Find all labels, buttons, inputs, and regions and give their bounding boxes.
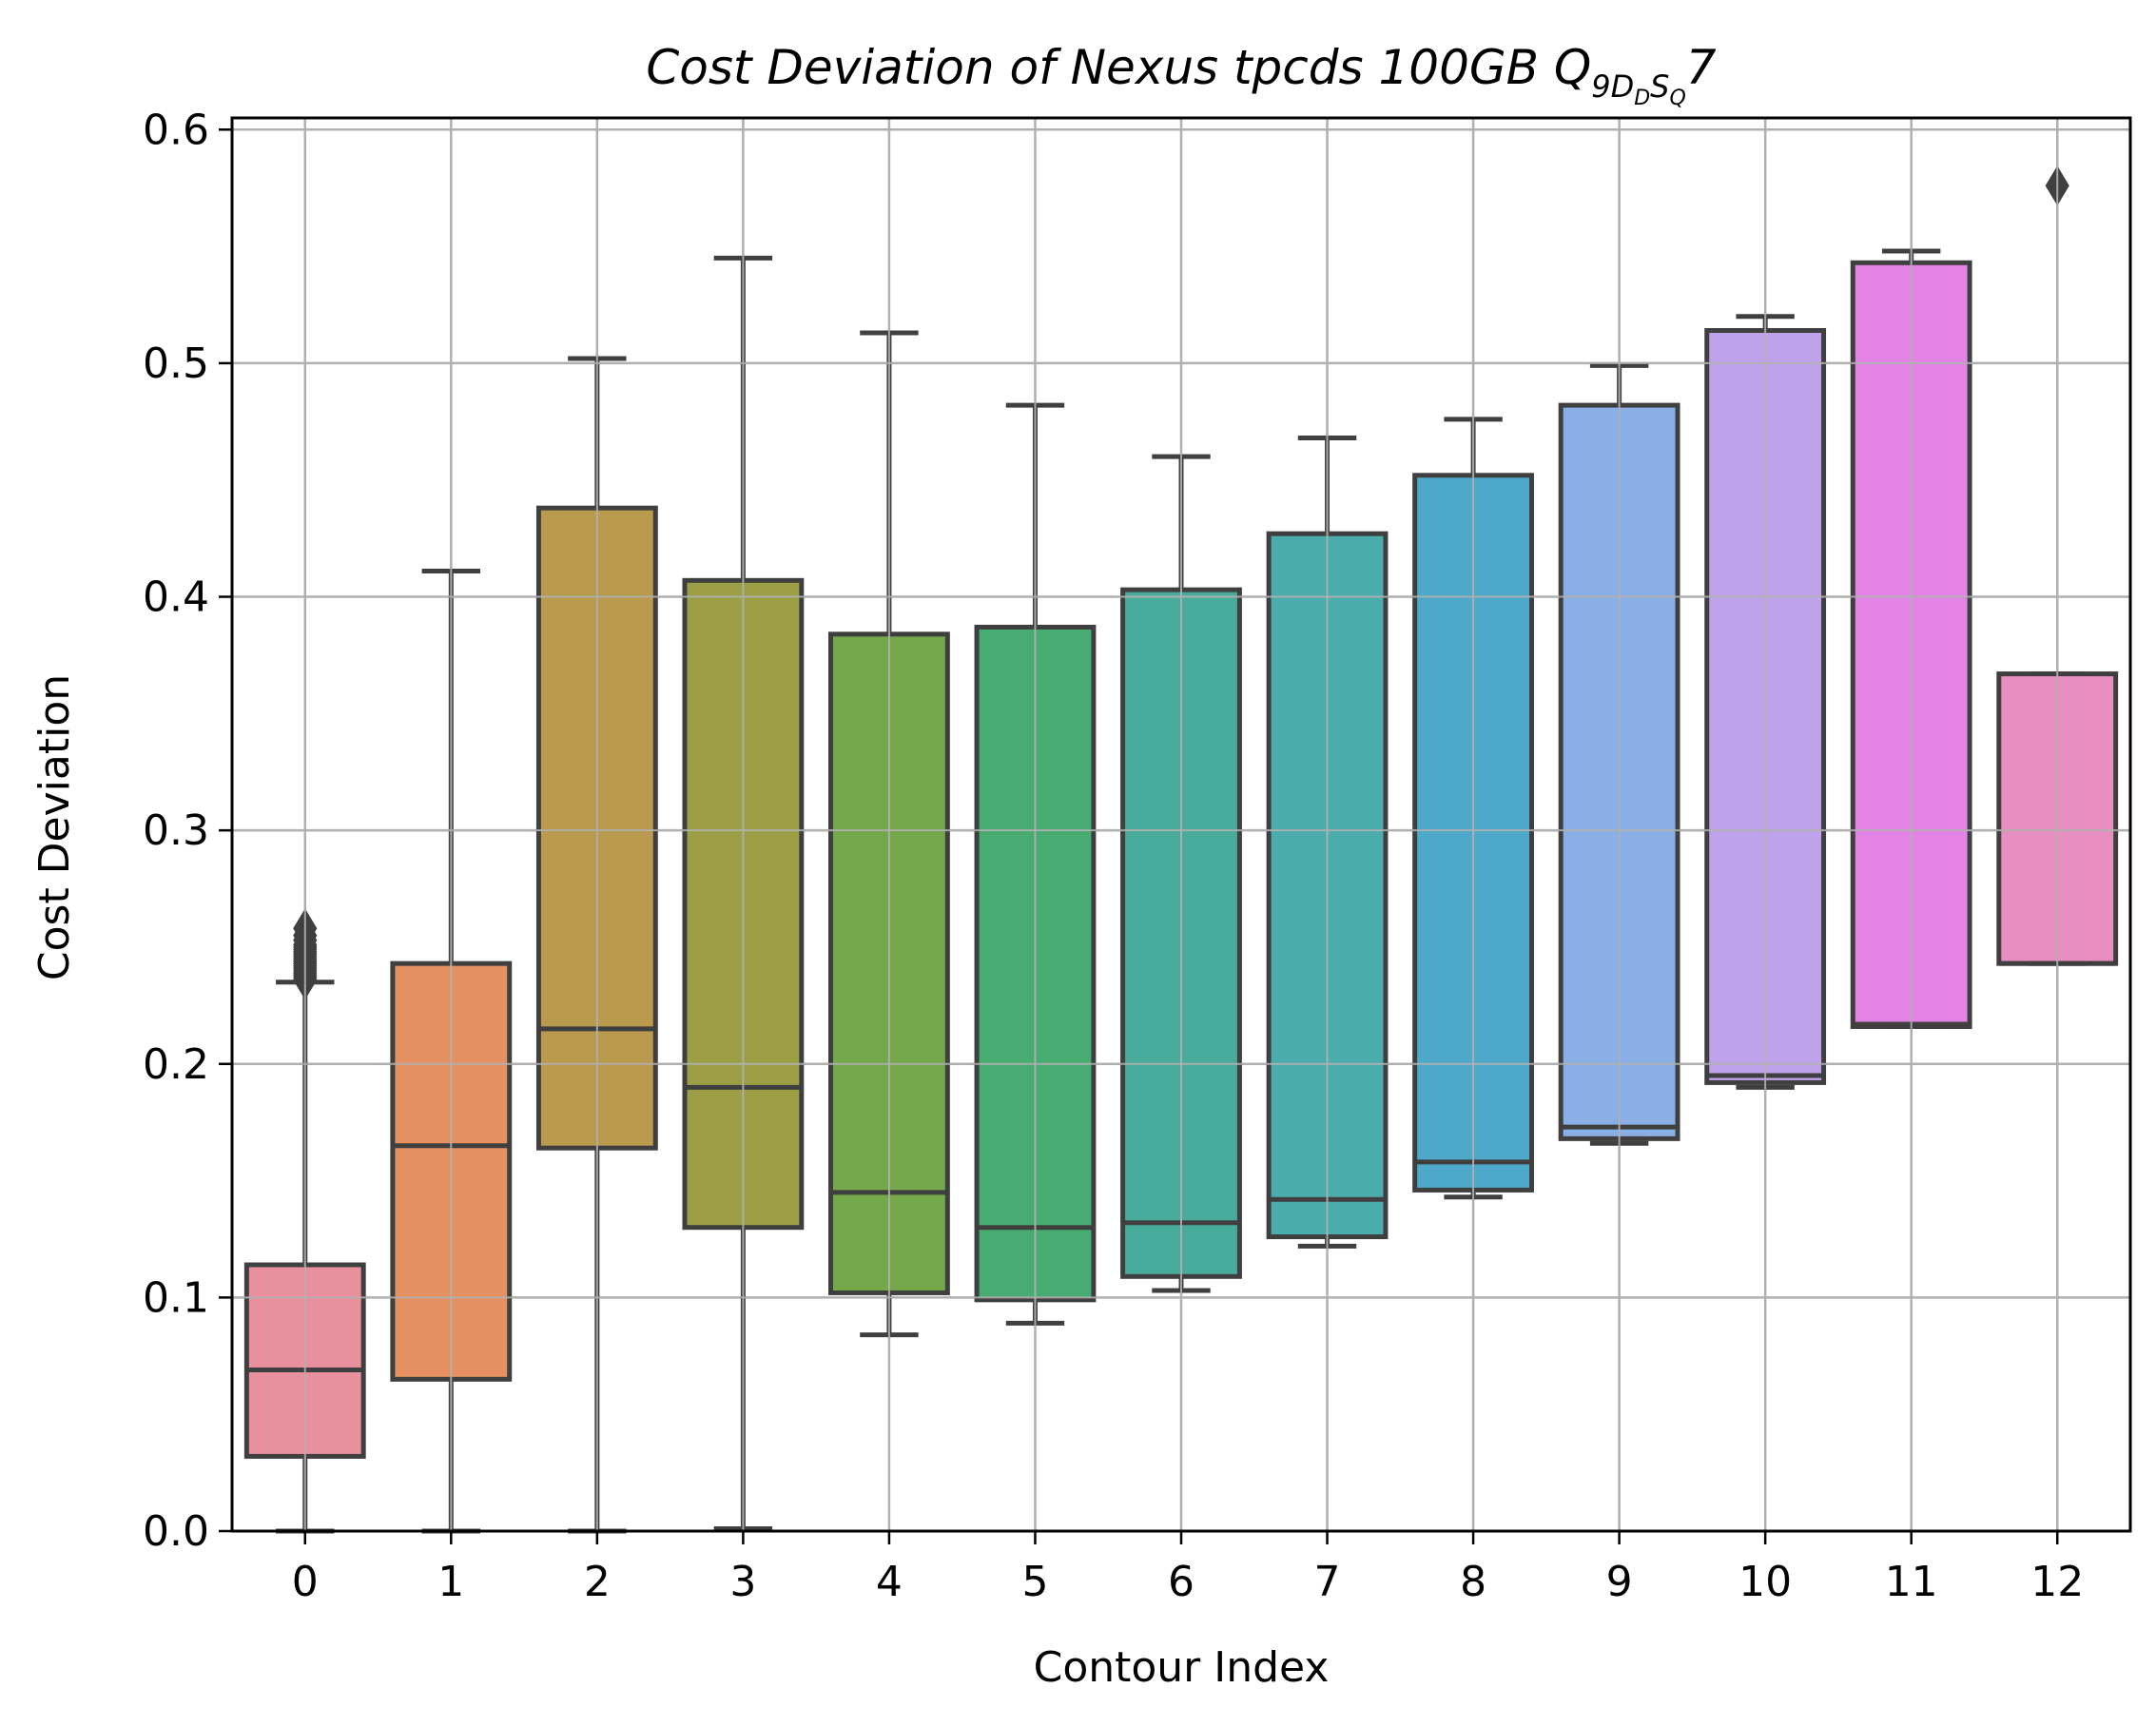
x-tick-label: 8 [1460, 1558, 1486, 1606]
chart-title: Cost Deviation of Nexus tpcds 100GB Q9DD… [646, 40, 1716, 110]
x-tick-label: 1 [437, 1558, 464, 1606]
y-tick-label: 0.1 [143, 1273, 209, 1322]
x-tick-label: 4 [876, 1558, 903, 1606]
x-tick-label: 11 [1885, 1558, 1938, 1606]
y-tick-label: 0.2 [143, 1040, 209, 1089]
plot-frame [230, 116, 2132, 1533]
x-tick-label: 2 [584, 1558, 611, 1606]
box-layer [232, 118, 2130, 1534]
x-axis-label: Contour Index [1034, 1643, 1330, 1692]
x-tick-label: 0 [292, 1558, 319, 1606]
x-tick-label: 7 [1314, 1558, 1341, 1606]
x-tick-label: 10 [1738, 1558, 1792, 1606]
x-tick-label: 9 [1606, 1558, 1633, 1606]
y-tick-label: 0.4 [143, 573, 209, 622]
y-tick-label: 0.5 [143, 340, 209, 388]
x-tick-label: 3 [729, 1558, 756, 1606]
y-tick-label: 0.3 [143, 806, 209, 855]
y-tick-label: 0.6 [143, 106, 209, 154]
y-axis-label: Cost Deviation [30, 674, 79, 980]
y-tick-label: 0.0 [143, 1507, 209, 1556]
axis-layer: 0.00.10.20.30.40.50.60 1 2 3 4 5 6 7 8 9 10 11 12 [143, 106, 2132, 1606]
x-tick-label: 12 [2030, 1558, 2084, 1606]
x-tick-label: 6 [1168, 1558, 1195, 1606]
x-tick-label: 5 [1021, 1558, 1048, 1606]
